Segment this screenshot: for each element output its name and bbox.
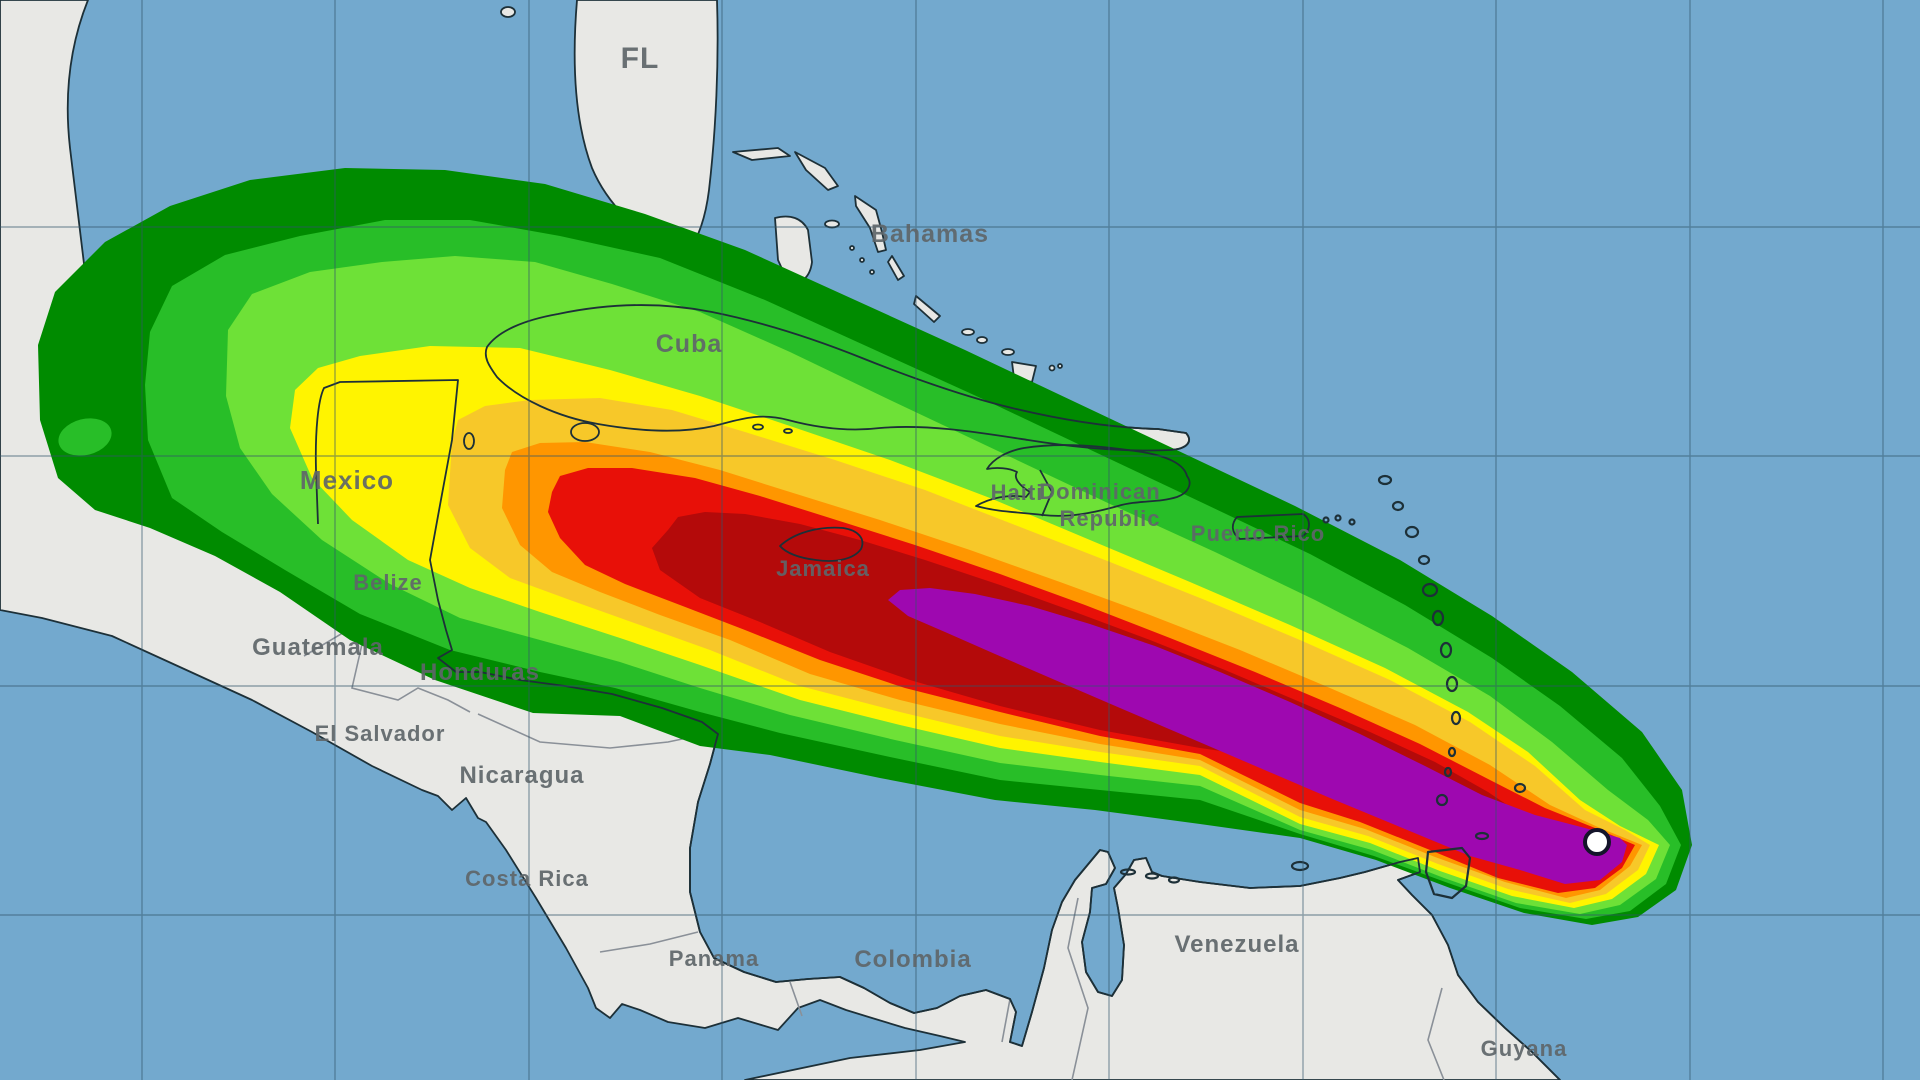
map-label-puerto-rico: Puerto Rico (1191, 521, 1325, 546)
map-label-jamaica: Jamaica (776, 556, 870, 581)
map-label-guatemala: Guatemala (252, 634, 384, 661)
lesser-antilles-arc (1119, 474, 1527, 900)
band-purple (888, 588, 1627, 884)
map-label-cuba: Cuba (656, 330, 723, 358)
map-label-republic: Republic (1060, 506, 1161, 531)
map-label-colombia: Colombia (854, 946, 971, 973)
band-green-west-spot (58, 418, 112, 456)
map-label-mexico: Mexico (300, 465, 394, 495)
bahamas-islands (732, 147, 1063, 383)
map-labels: FL Bahamas Cuba Mexico HaitiDominicanRepubli… (252, 42, 1568, 1061)
map-label-nicaragua: Nicaragua (459, 762, 584, 789)
map-label-venezuela: Venezuela (1174, 931, 1299, 958)
map-label-bahamas: Bahamas (871, 220, 989, 248)
cedar-key-islet (500, 6, 516, 18)
map-label-belize: Belize (353, 570, 423, 595)
map-label-guyana: Guyana (1481, 1036, 1568, 1061)
map-label-dominican: Dominican (1039, 479, 1160, 504)
map-label-el-salvador: El Salvador (315, 721, 446, 746)
map-label-fl: FL (621, 42, 660, 75)
coastline-overlay (314, 304, 1561, 1080)
map-label-panama: Panama (669, 946, 759, 971)
map-label-costa-rica: Costa Rica (465, 866, 589, 891)
map-label-honduras: Honduras (420, 659, 540, 686)
storm-position-marker (1583, 828, 1611, 856)
map-label-haiti: Haiti (991, 480, 1044, 505)
